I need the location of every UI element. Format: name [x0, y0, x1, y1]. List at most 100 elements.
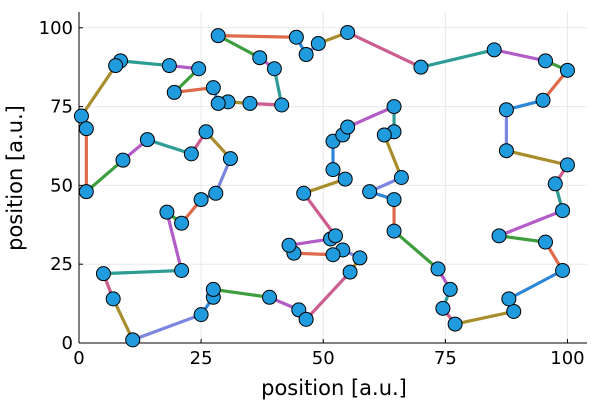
data-point [205, 281, 221, 297]
y-tick-label: 0 [62, 333, 73, 354]
data-point [266, 61, 282, 77]
data-point [161, 58, 177, 74]
route-segment [79, 63, 118, 118]
data-point [337, 171, 353, 187]
data-point [537, 53, 553, 69]
route-segment [497, 234, 548, 244]
data-point [95, 266, 111, 282]
data-point [296, 185, 312, 201]
route-segment [453, 309, 516, 326]
data-point [252, 50, 268, 66]
data-point [362, 184, 378, 200]
data-point [413, 59, 429, 75]
data-point [506, 303, 522, 319]
route-segments [79, 30, 570, 342]
route-segment [216, 34, 298, 39]
y-tick-label: 100 [39, 18, 73, 39]
y-tick-label: 50 [50, 175, 73, 196]
data-point [491, 228, 507, 244]
data-point [310, 36, 326, 52]
data-point [393, 170, 409, 185]
data-point [537, 234, 553, 250]
data-point [435, 300, 451, 316]
data-point [166, 84, 182, 100]
route-segment [392, 229, 440, 271]
data-point [325, 162, 341, 178]
x-axis-title: position [a.u.] [261, 376, 407, 400]
tick-labels: 0 25 50 75 100 0 25 50 75 100 [39, 18, 585, 369]
data-point [159, 204, 175, 220]
route-segment [101, 268, 184, 276]
route-segment [118, 59, 171, 68]
x-tick-label: 75 [434, 348, 457, 369]
data-point [108, 58, 124, 74]
data-point [191, 61, 207, 77]
data-point [242, 95, 258, 111]
data-point [208, 185, 224, 201]
y-tick-label: 75 [50, 97, 73, 118]
data-point [193, 307, 209, 323]
data-point [198, 124, 214, 140]
data-point [298, 47, 314, 63]
data-point [486, 42, 502, 58]
data-point [222, 151, 238, 167]
data-point [174, 262, 190, 278]
route-segment [111, 297, 135, 342]
data-point [447, 316, 463, 332]
route-segment [382, 133, 403, 180]
x-tick-label: 50 [312, 348, 335, 369]
route-segment [504, 149, 570, 167]
route-segment [302, 191, 338, 238]
data-point [340, 119, 356, 135]
data-point [376, 127, 392, 143]
route-segment [304, 270, 352, 321]
data-point [535, 92, 551, 108]
data-point [555, 203, 571, 219]
data-point [498, 102, 514, 118]
route-segment [211, 287, 272, 299]
route-segment [165, 210, 184, 273]
data-point [174, 215, 190, 231]
data-point [442, 281, 458, 297]
y-axis-title: position [a.u.] [3, 105, 27, 251]
data-point [555, 262, 571, 278]
data-point [559, 157, 575, 173]
route-segment [497, 209, 565, 238]
data-point [210, 28, 226, 44]
data-point [73, 108, 89, 124]
data-point [288, 29, 304, 45]
data-point [340, 24, 356, 40]
axes-layer [78, 12, 587, 344]
data-point [352, 250, 368, 266]
route-segment [346, 104, 396, 129]
route-segment [131, 313, 203, 342]
data-point [205, 80, 221, 96]
data-point [281, 237, 297, 253]
data-point [78, 184, 94, 200]
data-point [559, 62, 575, 78]
x-tick-label: 25 [190, 348, 213, 369]
data-point [105, 291, 121, 307]
data-point [386, 99, 402, 115]
data-point [386, 192, 402, 208]
data-point [498, 143, 514, 159]
route-segment [492, 48, 548, 63]
x-tick-label: 0 [73, 348, 84, 369]
route-segment [145, 138, 193, 156]
data-point [210, 95, 226, 111]
data-point [115, 152, 131, 168]
data-point [78, 121, 94, 137]
x-tick-label: 100 [550, 348, 584, 369]
data-point [125, 332, 141, 348]
data-point [327, 228, 343, 244]
route-segment [84, 158, 125, 194]
data-point [262, 289, 277, 305]
data-point [193, 192, 209, 208]
route-segment [419, 48, 496, 69]
data-point [547, 176, 563, 192]
y-tick-label: 25 [50, 254, 73, 275]
data-point [298, 311, 314, 327]
route-segment [346, 30, 423, 69]
